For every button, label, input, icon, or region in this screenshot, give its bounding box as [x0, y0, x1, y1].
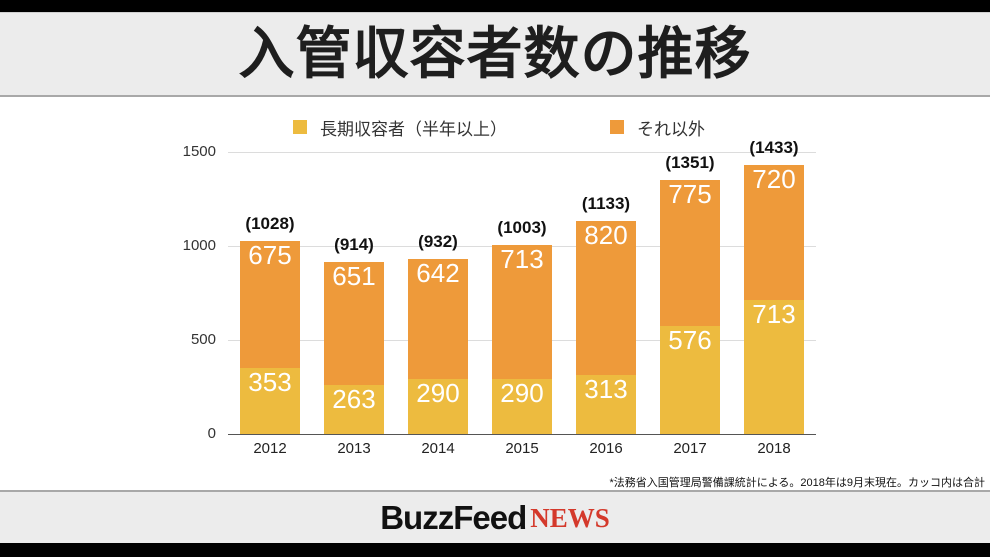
bar-total-label: (914) — [334, 235, 374, 255]
legend-item-other: それ以外 — [610, 118, 705, 139]
x-tick-label: 2012 — [253, 440, 287, 457]
bar-value-label: 675 — [248, 239, 292, 270]
bar-total-label: (1028) — [245, 213, 295, 233]
legend-swatch-orange — [610, 120, 624, 134]
x-tick-label: 2014 — [421, 440, 455, 457]
bar-value-label: 290 — [500, 378, 544, 409]
x-tick-label: 2015 — [505, 440, 539, 457]
bar-value-label: 576 — [668, 324, 712, 355]
source-footnote: *法務省入国管理局警備課統計による。2018年は9月末現在。カッコ内は合計 — [609, 477, 985, 489]
bar-segment-long-term — [744, 299, 804, 434]
bar-value-label: 775 — [668, 179, 712, 209]
top-black-bar — [0, 0, 990, 12]
bar-total-label: (1433) — [749, 137, 799, 157]
footer-band: BuzzFeed NEWS — [0, 490, 990, 545]
bar-segment-long-term — [240, 367, 300, 434]
bar-value-label: 313 — [584, 374, 628, 405]
page-title: 入管収容者数の推移 — [238, 22, 752, 85]
bar-segment-other — [576, 220, 636, 376]
x-axis-line — [228, 434, 816, 435]
x-tick-label: 2013 — [337, 440, 371, 457]
legend-item-long-term: 長期収容者（半年以上） — [293, 118, 507, 139]
bar-value-label: 642 — [416, 257, 460, 288]
bar-segment-other — [240, 240, 300, 368]
logo-buzzfeed-text: BuzzFeed — [380, 499, 527, 536]
legend-label: 長期収容者（半年以上） — [320, 119, 507, 139]
y-tick-label: 1000 — [182, 237, 216, 254]
bar-segment-other — [660, 180, 720, 326]
logo-news-text: NEWS — [530, 502, 610, 533]
x-tick-label: 2017 — [673, 440, 707, 457]
bar-value-label: 713 — [500, 244, 544, 275]
bar-total-label: (932) — [418, 231, 458, 251]
x-tick-label: 2018 — [757, 440, 791, 457]
bar-value-label: 720 — [752, 163, 796, 194]
bar-value-label: 290 — [416, 378, 460, 409]
bar-value-label: 263 — [332, 383, 376, 414]
y-tick-label: 500 — [190, 331, 216, 348]
stacked-bar-chart: 長期収容者（半年以上） それ以外 0 500 1000 1500 353 675 (1028… — [182, 118, 816, 457]
bar-segment-long-term — [324, 384, 384, 434]
bar-value-label: 353 — [248, 366, 292, 397]
bar-value-label: 651 — [332, 261, 376, 292]
bar-total-label: (1133) — [581, 193, 631, 213]
buzzfeed-news-logo: BuzzFeed NEWS — [0, 492, 990, 544]
gridline — [228, 152, 816, 153]
y-tick-label: 1500 — [182, 143, 216, 160]
y-tick-label: 0 — [207, 425, 216, 442]
legend-swatch-yellow — [293, 120, 307, 134]
bar-segment-other — [408, 258, 468, 380]
bar-segment-other — [744, 164, 804, 300]
bar-value-label: 713 — [752, 298, 796, 329]
bar-segment-long-term — [576, 375, 636, 434]
bar-segment-long-term — [660, 325, 720, 434]
bar-segment-other — [492, 245, 552, 380]
bar-total-label: (1003) — [497, 218, 547, 238]
bottom-black-bar — [0, 543, 990, 557]
x-tick-label: 2016 — [589, 440, 623, 457]
legend-label: それ以外 — [637, 119, 705, 139]
title-band: 入管収容者数の推移 — [0, 12, 990, 97]
bar-segment-long-term — [408, 379, 468, 434]
bar-segment-long-term — [492, 379, 552, 434]
bar-value-label: 820 — [584, 219, 628, 250]
bar-segment-other — [324, 262, 384, 385]
bar-total-label: (1351) — [665, 153, 715, 172]
